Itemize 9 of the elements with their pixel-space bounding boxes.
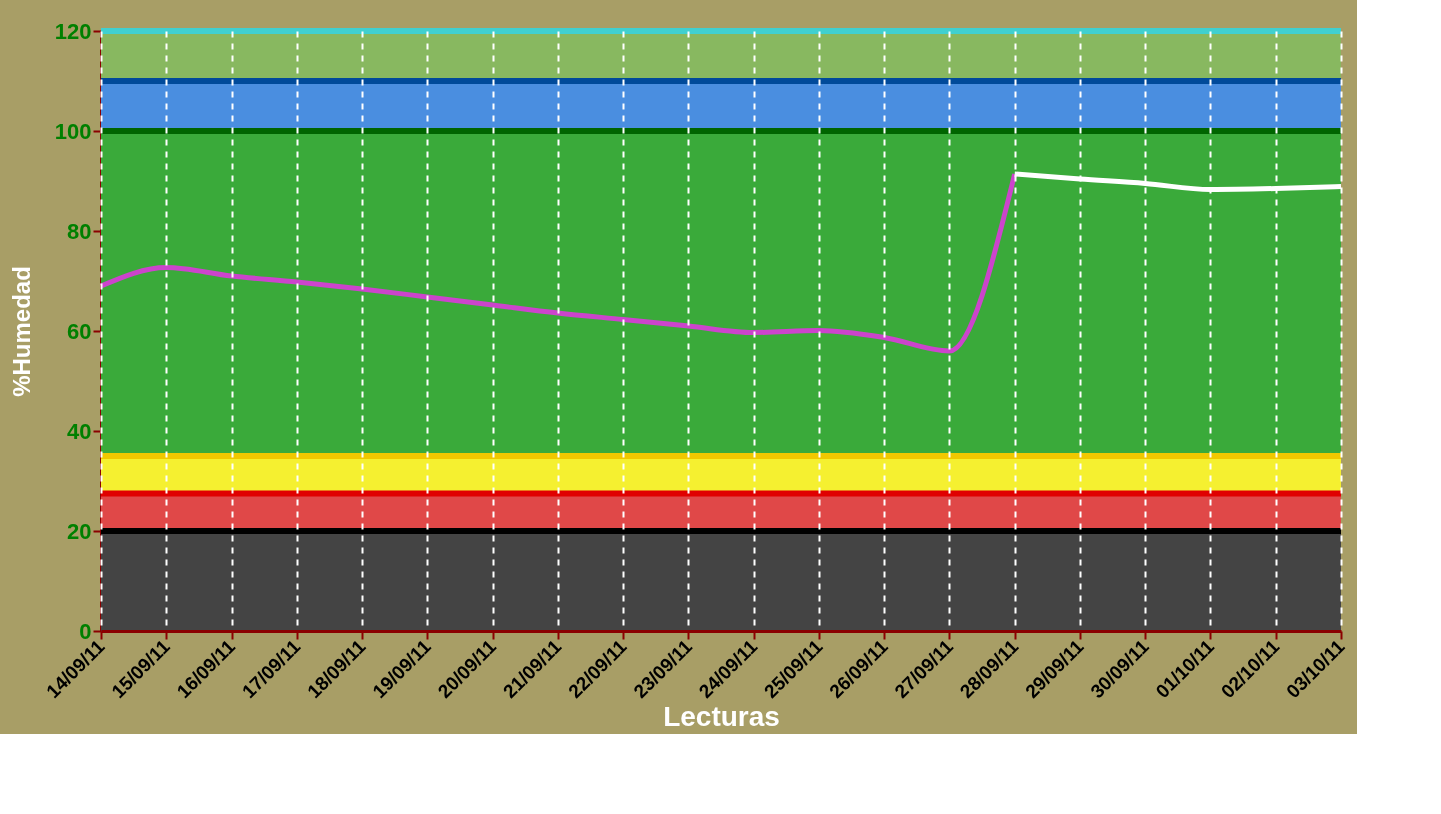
x-axis-title: Lecturas	[663, 701, 780, 733]
y-tick-label: 40	[67, 418, 92, 444]
y-tick-label: 20	[67, 518, 92, 544]
y-tick-label: 60	[67, 318, 92, 344]
y-tick-label: 100	[54, 118, 92, 144]
y-tick-label: 120	[54, 18, 92, 44]
y-tick-label: 80	[67, 218, 92, 244]
y-tick-label: 0	[79, 618, 92, 644]
y-axis-title: %Humedad	[7, 266, 35, 397]
